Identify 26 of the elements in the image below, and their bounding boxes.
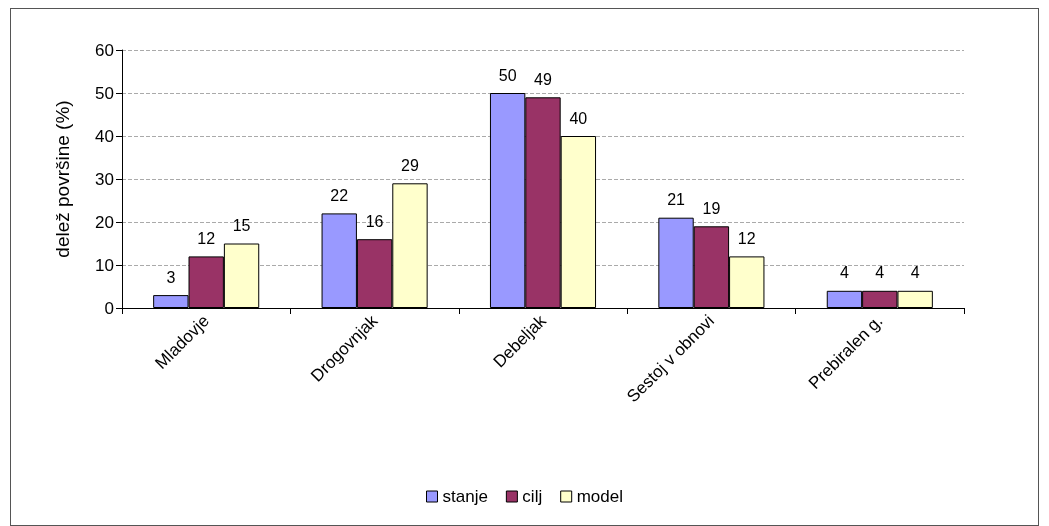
data-label: 4 xyxy=(910,264,920,282)
data-label: 22 xyxy=(330,186,349,204)
data-label: 29 xyxy=(401,156,419,174)
data-label: 50 xyxy=(498,66,517,84)
y-tick-label: 50 xyxy=(95,83,114,103)
data-label: 16 xyxy=(365,212,384,230)
data-label: 3 xyxy=(166,268,176,286)
data-label: 4 xyxy=(839,264,849,282)
data-label: 15 xyxy=(232,217,251,234)
y-tick-label: 20 xyxy=(95,212,114,232)
data-label: 49 xyxy=(534,70,552,88)
y-tick-label: 30 xyxy=(95,169,114,189)
y-tick-label: 40 xyxy=(95,126,114,146)
data-label: 40 xyxy=(569,109,588,127)
data-label: 12 xyxy=(197,229,216,247)
data-label: 19 xyxy=(702,199,721,217)
y-tick-label: 10 xyxy=(95,255,114,275)
y-tick-label: 60 xyxy=(95,40,114,60)
data-label: 4 xyxy=(875,264,885,282)
legend-label: model xyxy=(576,487,624,506)
legend-label: cilj xyxy=(522,487,543,506)
data-label: 21 xyxy=(667,191,686,209)
y-tick-label: 0 xyxy=(104,298,114,318)
y-axis-title: delež površine (%) xyxy=(52,100,73,258)
legend-label: stanje xyxy=(442,487,488,506)
data-label: 12 xyxy=(737,229,756,247)
